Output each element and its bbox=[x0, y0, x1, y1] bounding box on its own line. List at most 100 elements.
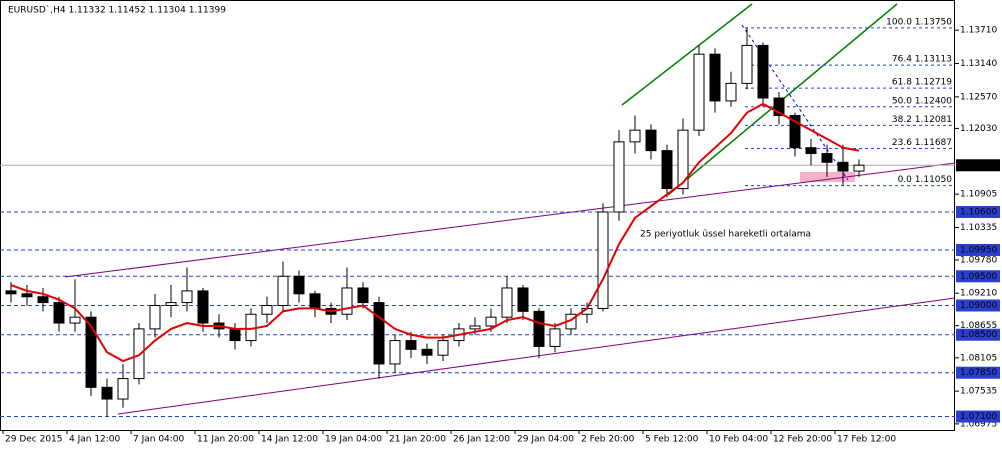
y-tick-label: 1.12570 bbox=[960, 92, 997, 102]
candle-body bbox=[5, 290, 17, 295]
x-tick-label: 17 Feb 12:00 bbox=[837, 435, 896, 445]
y-tick-label: 1.12030 bbox=[960, 124, 997, 134]
candle-body bbox=[533, 310, 545, 347]
level-label: 1.08500 bbox=[960, 330, 997, 340]
x-tick-label: 5 Feb 12:00 bbox=[645, 435, 699, 445]
candle-body bbox=[373, 302, 385, 365]
candle-body bbox=[53, 302, 65, 324]
candle-body bbox=[101, 386, 113, 400]
annotation: 25 periyotluk üssel hareketli ortalama bbox=[640, 230, 811, 240]
candle-body bbox=[805, 147, 817, 155]
y-tick-label: 1.08655 bbox=[960, 321, 997, 331]
level-box bbox=[956, 243, 1000, 256]
y-tick-label: 1.13710 bbox=[960, 26, 997, 36]
candle-body bbox=[21, 293, 33, 298]
fib-label: 23.6 1.11687 bbox=[892, 138, 952, 148]
level-label: 1.07850 bbox=[960, 368, 997, 378]
y-tick-label: 1.10905 bbox=[960, 190, 997, 200]
x-tick-label: 19 Jan 04:00 bbox=[325, 435, 382, 445]
candle-body bbox=[645, 129, 657, 152]
candle-body bbox=[357, 287, 369, 304]
y-tick-label: 1.07535 bbox=[960, 387, 997, 397]
candle-body bbox=[341, 287, 353, 315]
fib-label: 0.0 1.11050 bbox=[898, 175, 953, 185]
chart-title: EURUSD`,H4 1.11332 1.11452 1.11304 1.113… bbox=[8, 5, 226, 16]
level-box bbox=[956, 410, 1000, 423]
candle-body bbox=[165, 302, 177, 307]
level-label: 1.10600 bbox=[960, 207, 997, 217]
candle-body bbox=[69, 316, 81, 324]
y-tick-label: 1.13140 bbox=[960, 59, 997, 69]
candle-body bbox=[277, 275, 289, 307]
candle-body bbox=[133, 328, 145, 380]
candle-body bbox=[309, 293, 321, 309]
x-tick-label: 29 Jan 04:00 bbox=[517, 435, 574, 445]
candle-body bbox=[469, 325, 481, 330]
y-tick-label: 1.06975 bbox=[960, 419, 997, 429]
level-box bbox=[956, 205, 1000, 218]
candle-body bbox=[37, 296, 49, 304]
candle-body bbox=[693, 53, 705, 131]
candle-body bbox=[741, 44, 753, 84]
y-tick-label: 1.08105 bbox=[960, 353, 997, 363]
level-box bbox=[956, 366, 1000, 379]
last-price-box bbox=[956, 159, 1000, 172]
candle-body bbox=[261, 305, 273, 315]
candle-body bbox=[725, 82, 737, 102]
candle-body bbox=[613, 141, 625, 213]
candle-body bbox=[549, 328, 561, 347]
candle-body bbox=[773, 97, 785, 117]
channel-lower bbox=[117, 297, 956, 415]
candle-body bbox=[677, 129, 689, 190]
y-tick-label: 1.09780 bbox=[960, 255, 997, 265]
candle-body bbox=[197, 290, 209, 324]
candle-body bbox=[405, 340, 417, 350]
y-tick-label: 1.09210 bbox=[960, 289, 997, 299]
plot-frame bbox=[0, 0, 955, 431]
x-tick-label: 29 Dec 2015 bbox=[5, 435, 63, 445]
candle-body bbox=[85, 316, 97, 388]
x-tick-label: 14 Jan 12:00 bbox=[261, 435, 318, 445]
candle-body bbox=[293, 275, 305, 295]
candle-body bbox=[517, 287, 529, 312]
candle-body bbox=[629, 129, 641, 143]
level-label: 1.07100 bbox=[960, 412, 997, 422]
fib-label: 100.0 1.13750 bbox=[886, 17, 952, 27]
candle-body bbox=[853, 164, 865, 172]
x-tick-label: 21 Jan 20:00 bbox=[389, 435, 446, 445]
candle-body bbox=[757, 44, 769, 99]
candle-body bbox=[485, 316, 497, 327]
candle-body bbox=[709, 53, 721, 102]
candle-body bbox=[389, 340, 401, 365]
highlight-zone bbox=[800, 172, 855, 182]
ema-line bbox=[10, 102, 860, 363]
level-box bbox=[956, 299, 1000, 312]
y-tick-label: 1.10335 bbox=[960, 223, 997, 233]
x-tick-label: 7 Jan 04:00 bbox=[133, 435, 185, 445]
candle-body bbox=[789, 115, 801, 149]
level-label: 1.09950 bbox=[960, 245, 997, 255]
level-box bbox=[956, 328, 1000, 341]
fib-label: 50.0 1.12400 bbox=[892, 96, 952, 106]
x-tick-label: 11 Jan 20:00 bbox=[197, 435, 254, 445]
x-tick-label: 2 Feb 20:00 bbox=[581, 435, 635, 445]
candle-body bbox=[821, 153, 833, 163]
candle-body bbox=[501, 287, 513, 318]
candle-body bbox=[437, 340, 449, 356]
x-tick-label: 12 Feb 20:00 bbox=[773, 435, 832, 445]
x-tick-label: 10 Feb 04:00 bbox=[709, 435, 768, 445]
candle-body bbox=[837, 161, 849, 172]
fib-label: 76.4 1.13113 bbox=[892, 55, 952, 65]
candle-body bbox=[149, 305, 161, 330]
candle-body bbox=[421, 348, 433, 356]
x-tick-label: 26 Jan 12:00 bbox=[453, 435, 510, 445]
channel-upper bbox=[64, 162, 956, 278]
level-label: 1.09500 bbox=[960, 272, 997, 282]
candle-body bbox=[181, 290, 193, 304]
x-tick-label: 4 Jan 12:00 bbox=[69, 435, 121, 445]
fib-label: 38.2 1.12081 bbox=[892, 115, 952, 125]
trend-upper bbox=[621, 3, 753, 106]
level-label: 1.09000 bbox=[960, 301, 997, 311]
candle-body bbox=[661, 150, 673, 190]
